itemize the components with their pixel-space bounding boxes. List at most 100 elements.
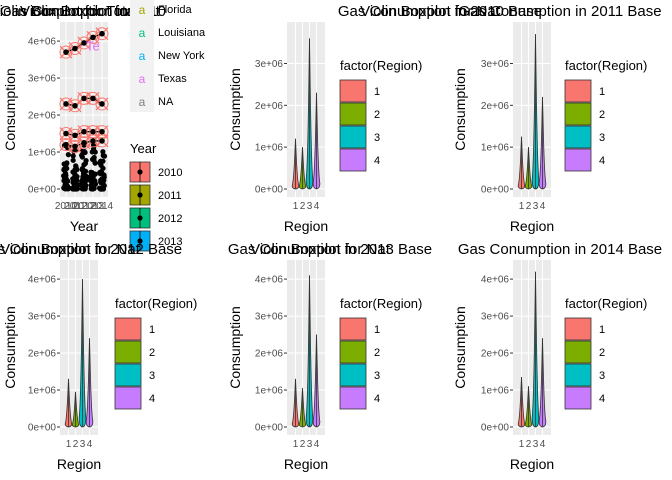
highlight-ring [86, 134, 100, 148]
series-point [90, 128, 96, 135]
y-tick-label: 2e+06 [255, 101, 284, 112]
chart-panel-3: Gas Conumption in 2011 Base 0e+00 1e+06 2e+… [452, 3, 662, 234]
highlight-ring [95, 134, 109, 148]
y-tick-label: 1e+06 [255, 143, 284, 154]
x-tick-label: 4 [314, 201, 320, 212]
legend-label: 2013 [158, 236, 182, 248]
legend-key [114, 386, 142, 410]
legend-label: 4 [374, 155, 380, 167]
legend-label: 2 [599, 109, 605, 121]
legend-key [339, 148, 367, 172]
y-tick-label: 1e+06 [28, 386, 57, 397]
series-point [63, 101, 69, 107]
legend-title: factor(Region) [565, 296, 647, 311]
annotation-text: Te [86, 38, 100, 53]
legend-label: 2 [149, 347, 155, 359]
highlight-ring [59, 97, 73, 111]
legend-key [339, 317, 367, 341]
overlapping-title: Violin Boxplot for Total [0, 3, 138, 20]
series-point [72, 132, 78, 139]
legend-label: 3 [599, 132, 605, 144]
series-point [81, 40, 87, 46]
data-point [82, 184, 88, 190]
chart-title: Gas Conumption in 2011 Base [458, 3, 661, 20]
x-tick-label: 2 [300, 439, 306, 450]
plot-panel [287, 260, 325, 435]
y-tick-label: 1e+06 [28, 148, 57, 159]
plot-panel [513, 260, 551, 435]
series-point [99, 101, 105, 107]
y-tick-label: 2e+06 [255, 349, 284, 360]
legend-key [339, 79, 367, 103]
legend-key [339, 102, 367, 126]
legend-glyph: a [139, 3, 146, 17]
series-point [63, 49, 69, 55]
data-point [90, 155, 97, 161]
y-tick-label: 1e+06 [481, 143, 510, 154]
legend-key [564, 340, 592, 364]
legend-label: Florida [158, 4, 193, 16]
x-tick-label: 2010 [55, 201, 78, 212]
x-tick-label: 2 [526, 201, 532, 212]
data-point [61, 173, 67, 179]
series-point [90, 95, 96, 102]
legend-key [564, 363, 592, 387]
legend-label: 2010 [158, 167, 182, 179]
data-point [64, 161, 70, 167]
legend-label: 4 [149, 393, 155, 405]
x-tick-label: 2 [526, 439, 532, 450]
data-point [72, 174, 78, 180]
y-tick-label: 3e+06 [481, 59, 510, 70]
legend-glyph: a [139, 95, 146, 109]
series-point [63, 141, 69, 148]
data-point [65, 152, 71, 158]
data-point [97, 159, 103, 165]
x-tick-label: 1 [519, 439, 525, 450]
series-point [72, 143, 78, 150]
legend-label: Texas [158, 73, 187, 85]
x-tick-label: 2013 [82, 201, 105, 212]
data-point [80, 174, 86, 180]
chart-panel-6: Gas Conumption in 2014 Base 0e+00 1e+06 2e+… [452, 241, 662, 472]
data-point [63, 178, 69, 184]
x-axis-title: Region [510, 218, 554, 234]
data-point [74, 185, 80, 192]
legend-label: 3 [374, 132, 380, 144]
x-tick-label: 1 [293, 439, 299, 450]
data-point [81, 162, 87, 168]
highlight-ring [77, 136, 91, 150]
y-tick-label: 3e+06 [28, 312, 57, 323]
x-tick-label: 1 [293, 201, 299, 212]
highlight-ring [86, 125, 100, 139]
legend-key [339, 386, 367, 410]
legend-label: 1 [149, 324, 155, 336]
legend-label: 1 [599, 86, 605, 98]
x-tick-label: 1 [519, 201, 525, 212]
y-tick-label: 0e+00 [28, 185, 57, 196]
legend-title: Year [130, 141, 157, 156]
x-tick-label: 3 [80, 439, 86, 450]
legend-title: factor(Region) [565, 58, 647, 73]
data-point [71, 178, 77, 184]
series-point [81, 128, 87, 135]
y-tick-label: 0e+00 [255, 185, 284, 196]
x-axis-title: Region [284, 456, 328, 472]
legend-key-bg [130, 0, 154, 112]
legend-key [114, 317, 142, 341]
y-tick-label: 2e+06 [28, 111, 57, 122]
legend-key [339, 363, 367, 387]
series-point [72, 103, 78, 109]
x-tick-label: 4 [87, 439, 93, 450]
chart-title: Gas Conumption in 2012 Base [0, 241, 182, 258]
series-point [81, 139, 87, 146]
series-point [90, 138, 96, 144]
x-tick-label: 4 [540, 439, 546, 450]
legend-label: 1 [374, 324, 380, 336]
x-axis-title: Region [57, 456, 101, 472]
x-tick-label: 3 [533, 439, 539, 450]
plot-panel [60, 260, 98, 435]
y-tick-label: 4e+06 [28, 275, 57, 286]
